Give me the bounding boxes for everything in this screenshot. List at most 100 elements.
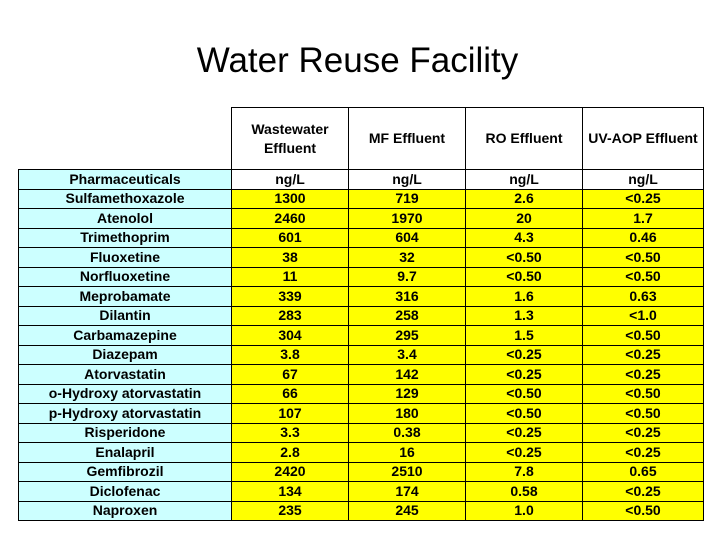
value-cell: 2420 xyxy=(231,461,349,482)
compound-name: Gemfibrozil xyxy=(18,461,232,482)
value-cell: <0.50 xyxy=(582,247,704,268)
value-cell: <0.50 xyxy=(582,500,704,521)
value-cell: 235 xyxy=(231,500,349,521)
value-cell: 719 xyxy=(348,188,466,209)
value-cell: 2.6 xyxy=(465,188,583,209)
compound-name: Enalapril xyxy=(18,442,232,463)
table-row: Meprobamate 339 316 1.6 0.63 xyxy=(18,286,704,307)
compound-name: Norfluoxetine xyxy=(18,266,232,287)
value-cell: <0.25 xyxy=(465,422,583,443)
table-body: Pharmaceuticals ng/L ng/L ng/L ng/L Sulf… xyxy=(18,169,704,521)
pharmaceuticals-table: Wastewater Effluent MF Effluent RO Efflu… xyxy=(18,107,704,521)
value-cell: 283 xyxy=(231,305,349,326)
value-cell: <0.25 xyxy=(465,442,583,463)
value-cell: 7.8 xyxy=(465,461,583,482)
value-cell: 4.3 xyxy=(465,227,583,248)
table-row: Fluoxetine 38 32 <0.50 <0.50 xyxy=(18,247,704,268)
compound-name: Diazepam xyxy=(18,344,232,365)
column-header: Wastewater Effluent xyxy=(231,107,349,170)
compound-name: Trimethoprim xyxy=(18,227,232,248)
table-row: p-Hydroxy atorvastatin 107 180 <0.50 <0.50 xyxy=(18,403,704,424)
value-cell: <0.25 xyxy=(465,344,583,365)
column-header: RO Effluent xyxy=(465,107,583,170)
compound-name: o-Hydroxy atorvastatin xyxy=(18,383,232,404)
value-cell: 1.7 xyxy=(582,208,704,229)
value-cell: 604 xyxy=(348,227,466,248)
page-title: Water Reuse Facility xyxy=(196,41,519,80)
unit-cell: ng/L xyxy=(231,169,349,190)
value-cell: <0.50 xyxy=(582,266,704,287)
value-cell: 107 xyxy=(231,403,349,424)
value-cell: 339 xyxy=(231,286,349,307)
value-cell: 66 xyxy=(231,383,349,404)
value-cell: 245 xyxy=(348,500,466,521)
value-cell: 9.7 xyxy=(348,266,466,287)
value-cell: 134 xyxy=(231,481,349,502)
value-cell: <0.50 xyxy=(465,383,583,404)
compound-name: Atenolol xyxy=(18,208,232,229)
table-row: Risperidone 3.3 0.38 <0.25 <0.25 xyxy=(18,422,704,443)
value-cell: 1.3 xyxy=(465,305,583,326)
compound-name: Fluoxetine xyxy=(18,247,232,268)
column-header: MF Effluent xyxy=(348,107,466,170)
compound-name: Sulfamethoxazole xyxy=(18,188,232,209)
value-cell: <0.50 xyxy=(582,403,704,424)
value-cell: 3.4 xyxy=(348,344,466,365)
unit-cell: ng/L xyxy=(348,169,466,190)
value-cell: <0.25 xyxy=(465,364,583,385)
compound-name: Atorvastatin xyxy=(18,364,232,385)
value-cell: 20 xyxy=(465,208,583,229)
value-cell: <0.50 xyxy=(582,383,704,404)
value-cell: 2460 xyxy=(231,208,349,229)
value-cell: <0.50 xyxy=(465,403,583,424)
value-cell: 0.63 xyxy=(582,286,704,307)
value-cell: <0.50 xyxy=(582,325,704,346)
value-cell: <0.25 xyxy=(582,188,704,209)
value-cell: <0.50 xyxy=(465,247,583,268)
table-row: Enalapril 2.8 16 <0.25 <0.25 xyxy=(18,442,704,463)
value-cell: 304 xyxy=(231,325,349,346)
value-cell: 0.38 xyxy=(348,422,466,443)
units-row: Pharmaceuticals ng/L ng/L ng/L ng/L xyxy=(18,169,704,190)
value-cell: 0.65 xyxy=(582,461,704,482)
value-cell: 67 xyxy=(231,364,349,385)
value-cell: 11 xyxy=(231,266,349,287)
value-cell: <0.25 xyxy=(582,481,704,502)
value-cell: 2.8 xyxy=(231,442,349,463)
value-cell: 1300 xyxy=(231,188,349,209)
table-row: Atorvastatin 67 142 <0.25 <0.25 xyxy=(18,364,704,385)
value-cell: 16 xyxy=(348,442,466,463)
value-cell: <0.25 xyxy=(582,422,704,443)
table-row: Norfluoxetine 11 9.7 <0.50 <0.50 xyxy=(18,266,704,287)
value-cell: <0.25 xyxy=(582,344,704,365)
value-cell: <0.25 xyxy=(582,364,704,385)
compound-name: Risperidone xyxy=(18,422,232,443)
unit-cell: ng/L xyxy=(582,169,704,190)
value-cell: 0.58 xyxy=(465,481,583,502)
table-row: Dilantin 283 258 1.3 <1.0 xyxy=(18,305,704,326)
compound-name: p-Hydroxy atorvastatin xyxy=(18,403,232,424)
value-cell: 1.0 xyxy=(465,500,583,521)
value-cell: 2510 xyxy=(348,461,466,482)
category-label: Pharmaceuticals xyxy=(18,169,232,190)
value-cell: 32 xyxy=(348,247,466,268)
compound-name: Naproxen xyxy=(18,500,232,521)
value-cell: 295 xyxy=(348,325,466,346)
value-cell: 3.8 xyxy=(231,344,349,365)
table-row: Trimethoprim 601 604 4.3 0.46 xyxy=(18,227,704,248)
table-row: Naproxen 235 245 1.0 <0.50 xyxy=(18,500,704,521)
value-cell: 601 xyxy=(231,227,349,248)
value-cell: 38 xyxy=(231,247,349,268)
value-cell: 174 xyxy=(348,481,466,502)
value-cell: <0.25 xyxy=(582,442,704,463)
table-row: Diazepam 3.8 3.4 <0.25 <0.25 xyxy=(18,344,704,365)
value-cell: 1970 xyxy=(348,208,466,229)
table-row: Gemfibrozil 2420 2510 7.8 0.65 xyxy=(18,461,704,482)
value-cell: 316 xyxy=(348,286,466,307)
compound-name: Meprobamate xyxy=(18,286,232,307)
header-row: Wastewater Effluent MF Effluent RO Efflu… xyxy=(18,107,704,170)
table-row: Sulfamethoxazole 1300 719 2.6 <0.25 xyxy=(18,188,704,209)
compound-name: Dilantin xyxy=(18,305,232,326)
table-row: o-Hydroxy atorvastatin 66 129 <0.50 <0.50 xyxy=(18,383,704,404)
compound-name: Carbamazepine xyxy=(18,325,232,346)
